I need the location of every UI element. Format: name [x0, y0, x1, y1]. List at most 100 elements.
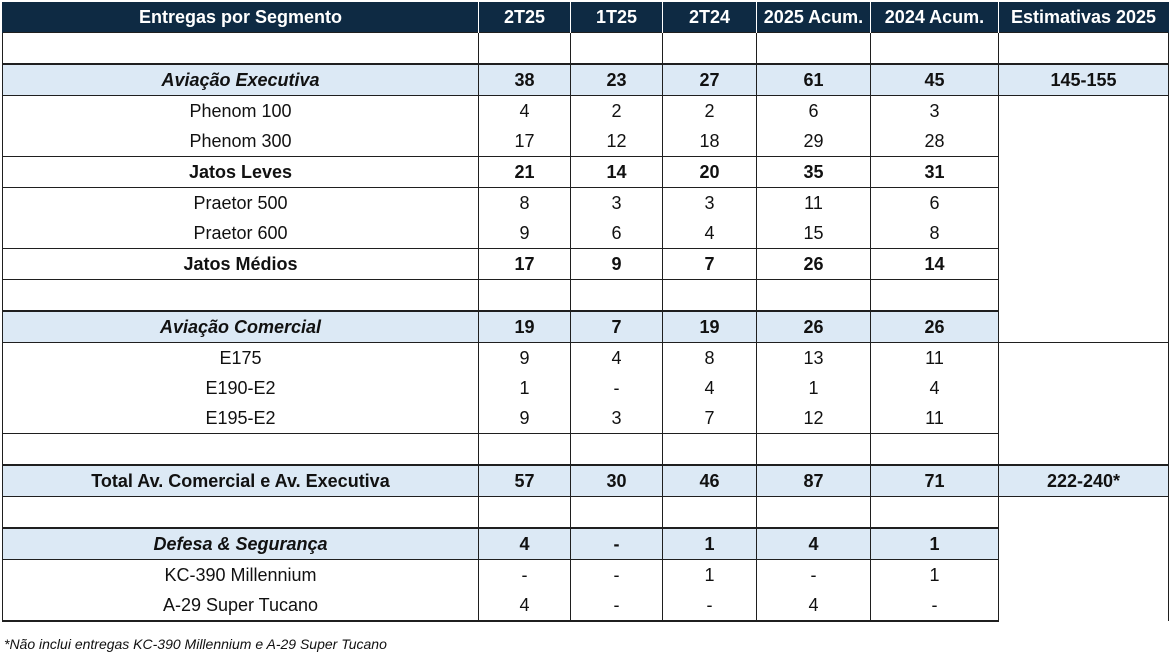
row-label: E175 — [2, 342, 479, 373]
table-cell: - — [478, 559, 571, 590]
table-cell: 4 — [478, 590, 571, 622]
table-cell: 2 — [662, 95, 757, 126]
table-cell: - — [570, 559, 663, 590]
estimate-cell-empty — [998, 95, 1169, 343]
table-cell: - — [756, 559, 871, 590]
table-cell: 7 — [662, 403, 757, 434]
row-label: Praetor 600 — [2, 218, 479, 249]
table-cell: 4 — [570, 342, 663, 373]
table-cell: 8 — [870, 218, 999, 249]
row-label: A-29 Super Tucano — [2, 590, 479, 622]
estimate-cell: 145-155 — [998, 63, 1169, 96]
table-cell: 18 — [662, 126, 757, 157]
table-cell: - — [570, 373, 663, 403]
table-cell: 19 — [478, 310, 571, 343]
footnote: *Não inclui entregas KC-390 Millennium e… — [4, 636, 387, 652]
estimate-cell-empty — [998, 342, 1169, 465]
table-cell: 21 — [478, 156, 571, 188]
table-cell: 3 — [870, 95, 999, 126]
table-cell: 17 — [478, 248, 571, 280]
table-cell: 57 — [478, 464, 571, 497]
table-cell: 29 — [756, 126, 871, 157]
table-cell: 11 — [756, 187, 871, 218]
table-cell: 4 — [662, 373, 757, 403]
segment-row-defense: Defesa & Segurança 4 - 1 4 1 — [2, 527, 1169, 560]
segment-label: Aviação Executiva — [2, 63, 479, 96]
table-cell: 28 — [870, 126, 999, 157]
header-2024-acum: 2024 Acum. — [870, 2, 999, 33]
spacer-row — [2, 496, 1169, 621]
segment-label: Defesa & Segurança — [2, 527, 479, 560]
table-row: Praetor 600 9 6 4 15 8 — [2, 218, 1169, 249]
table-cell: 8 — [662, 342, 757, 373]
table-cell: 1 — [662, 559, 757, 590]
table-cell: 31 — [870, 156, 999, 188]
table-cell: 4 — [662, 218, 757, 249]
table-cell: 4 — [756, 527, 871, 560]
subtotal-row: Jatos Leves 21 14 20 35 31 — [2, 156, 1169, 188]
table-cell: 15 — [756, 218, 871, 249]
table-cell: 9 — [478, 403, 571, 434]
header-2t24: 2T24 — [662, 2, 757, 33]
total-label: Total Av. Comercial e Av. Executiva — [2, 464, 479, 497]
table-cell: 61 — [756, 63, 871, 96]
table-row: E195-E2 9 3 7 12 11 — [2, 403, 1169, 434]
total-row: Total Av. Comercial e Av. Executiva 57 3… — [2, 464, 1169, 497]
table-cell: 12 — [756, 403, 871, 434]
table-cell: 26 — [870, 310, 999, 343]
segment-row-executive: Aviação Executiva 38 23 27 61 45 145-155 — [2, 63, 1169, 96]
segment-label: Aviação Comercial — [2, 310, 479, 343]
table-cell: 11 — [870, 403, 999, 434]
row-label: Jatos Médios — [2, 248, 479, 280]
table-cell: 45 — [870, 63, 999, 96]
table-row: A-29 Super Tucano 4 - - 4 - — [2, 590, 1169, 622]
row-label: KC-390 Millennium — [2, 559, 479, 590]
table-cell: 30 — [570, 464, 663, 497]
table-cell: 4 — [478, 527, 571, 560]
table-cell: 12 — [570, 126, 663, 157]
table-cell: 20 — [662, 156, 757, 188]
estimate-cell-empty — [998, 496, 1169, 621]
table-cell: 38 — [478, 63, 571, 96]
header-2025-acum: 2025 Acum. — [756, 2, 871, 33]
table-row: E190-E2 1 - 4 1 4 — [2, 373, 1169, 403]
table-cell: - — [570, 527, 663, 560]
table-cell: - — [870, 590, 999, 622]
table-cell: 11 — [870, 342, 999, 373]
segment-row-commercial: Aviação Comercial 19 7 19 26 26 77-85 — [2, 310, 1169, 343]
table-cell: 26 — [756, 248, 871, 280]
table-cell: 17 — [478, 126, 571, 157]
table-cell: 1 — [662, 527, 757, 560]
header-segment: Entregas por Segmento — [2, 2, 479, 33]
spacer-row — [2, 279, 1169, 311]
table-cell: 1 — [870, 527, 999, 560]
table-cell: 19 — [662, 310, 757, 343]
table-cell: 1 — [756, 373, 871, 403]
table-cell: 8 — [478, 187, 571, 218]
table-cell: 2 — [570, 95, 663, 126]
table-row: E175 9 4 8 13 11 — [2, 342, 1169, 465]
table-cell: 6 — [870, 187, 999, 218]
table-cell: 3 — [662, 187, 757, 218]
table-row: Phenom 100 4 2 2 6 3 — [2, 95, 1169, 343]
table-cell: 1 — [870, 559, 999, 590]
table-cell: 46 — [662, 464, 757, 497]
table-cell: 71 — [870, 464, 999, 497]
table-cell: 9 — [478, 342, 571, 373]
deliveries-table: Entregas por Segmento 2T25 1T25 2T24 202… — [2, 2, 1169, 622]
estimate-cell: 222-240* — [998, 464, 1169, 497]
spacer-row — [2, 433, 1169, 465]
table-cell: 14 — [570, 156, 663, 188]
row-label: E195-E2 — [2, 403, 479, 434]
table-cell: 26 — [756, 310, 871, 343]
table-cell: 13 — [756, 342, 871, 373]
table-cell: 23 — [570, 63, 663, 96]
table-cell: 6 — [756, 95, 871, 126]
spacer-row — [2, 32, 1169, 64]
table-cell: 87 — [756, 464, 871, 497]
table-cell: 9 — [570, 248, 663, 280]
table-cell: 4 — [756, 590, 871, 622]
header-2t25: 2T25 — [478, 2, 571, 33]
table-cell: 14 — [870, 248, 999, 280]
table-cell: 3 — [570, 187, 663, 218]
